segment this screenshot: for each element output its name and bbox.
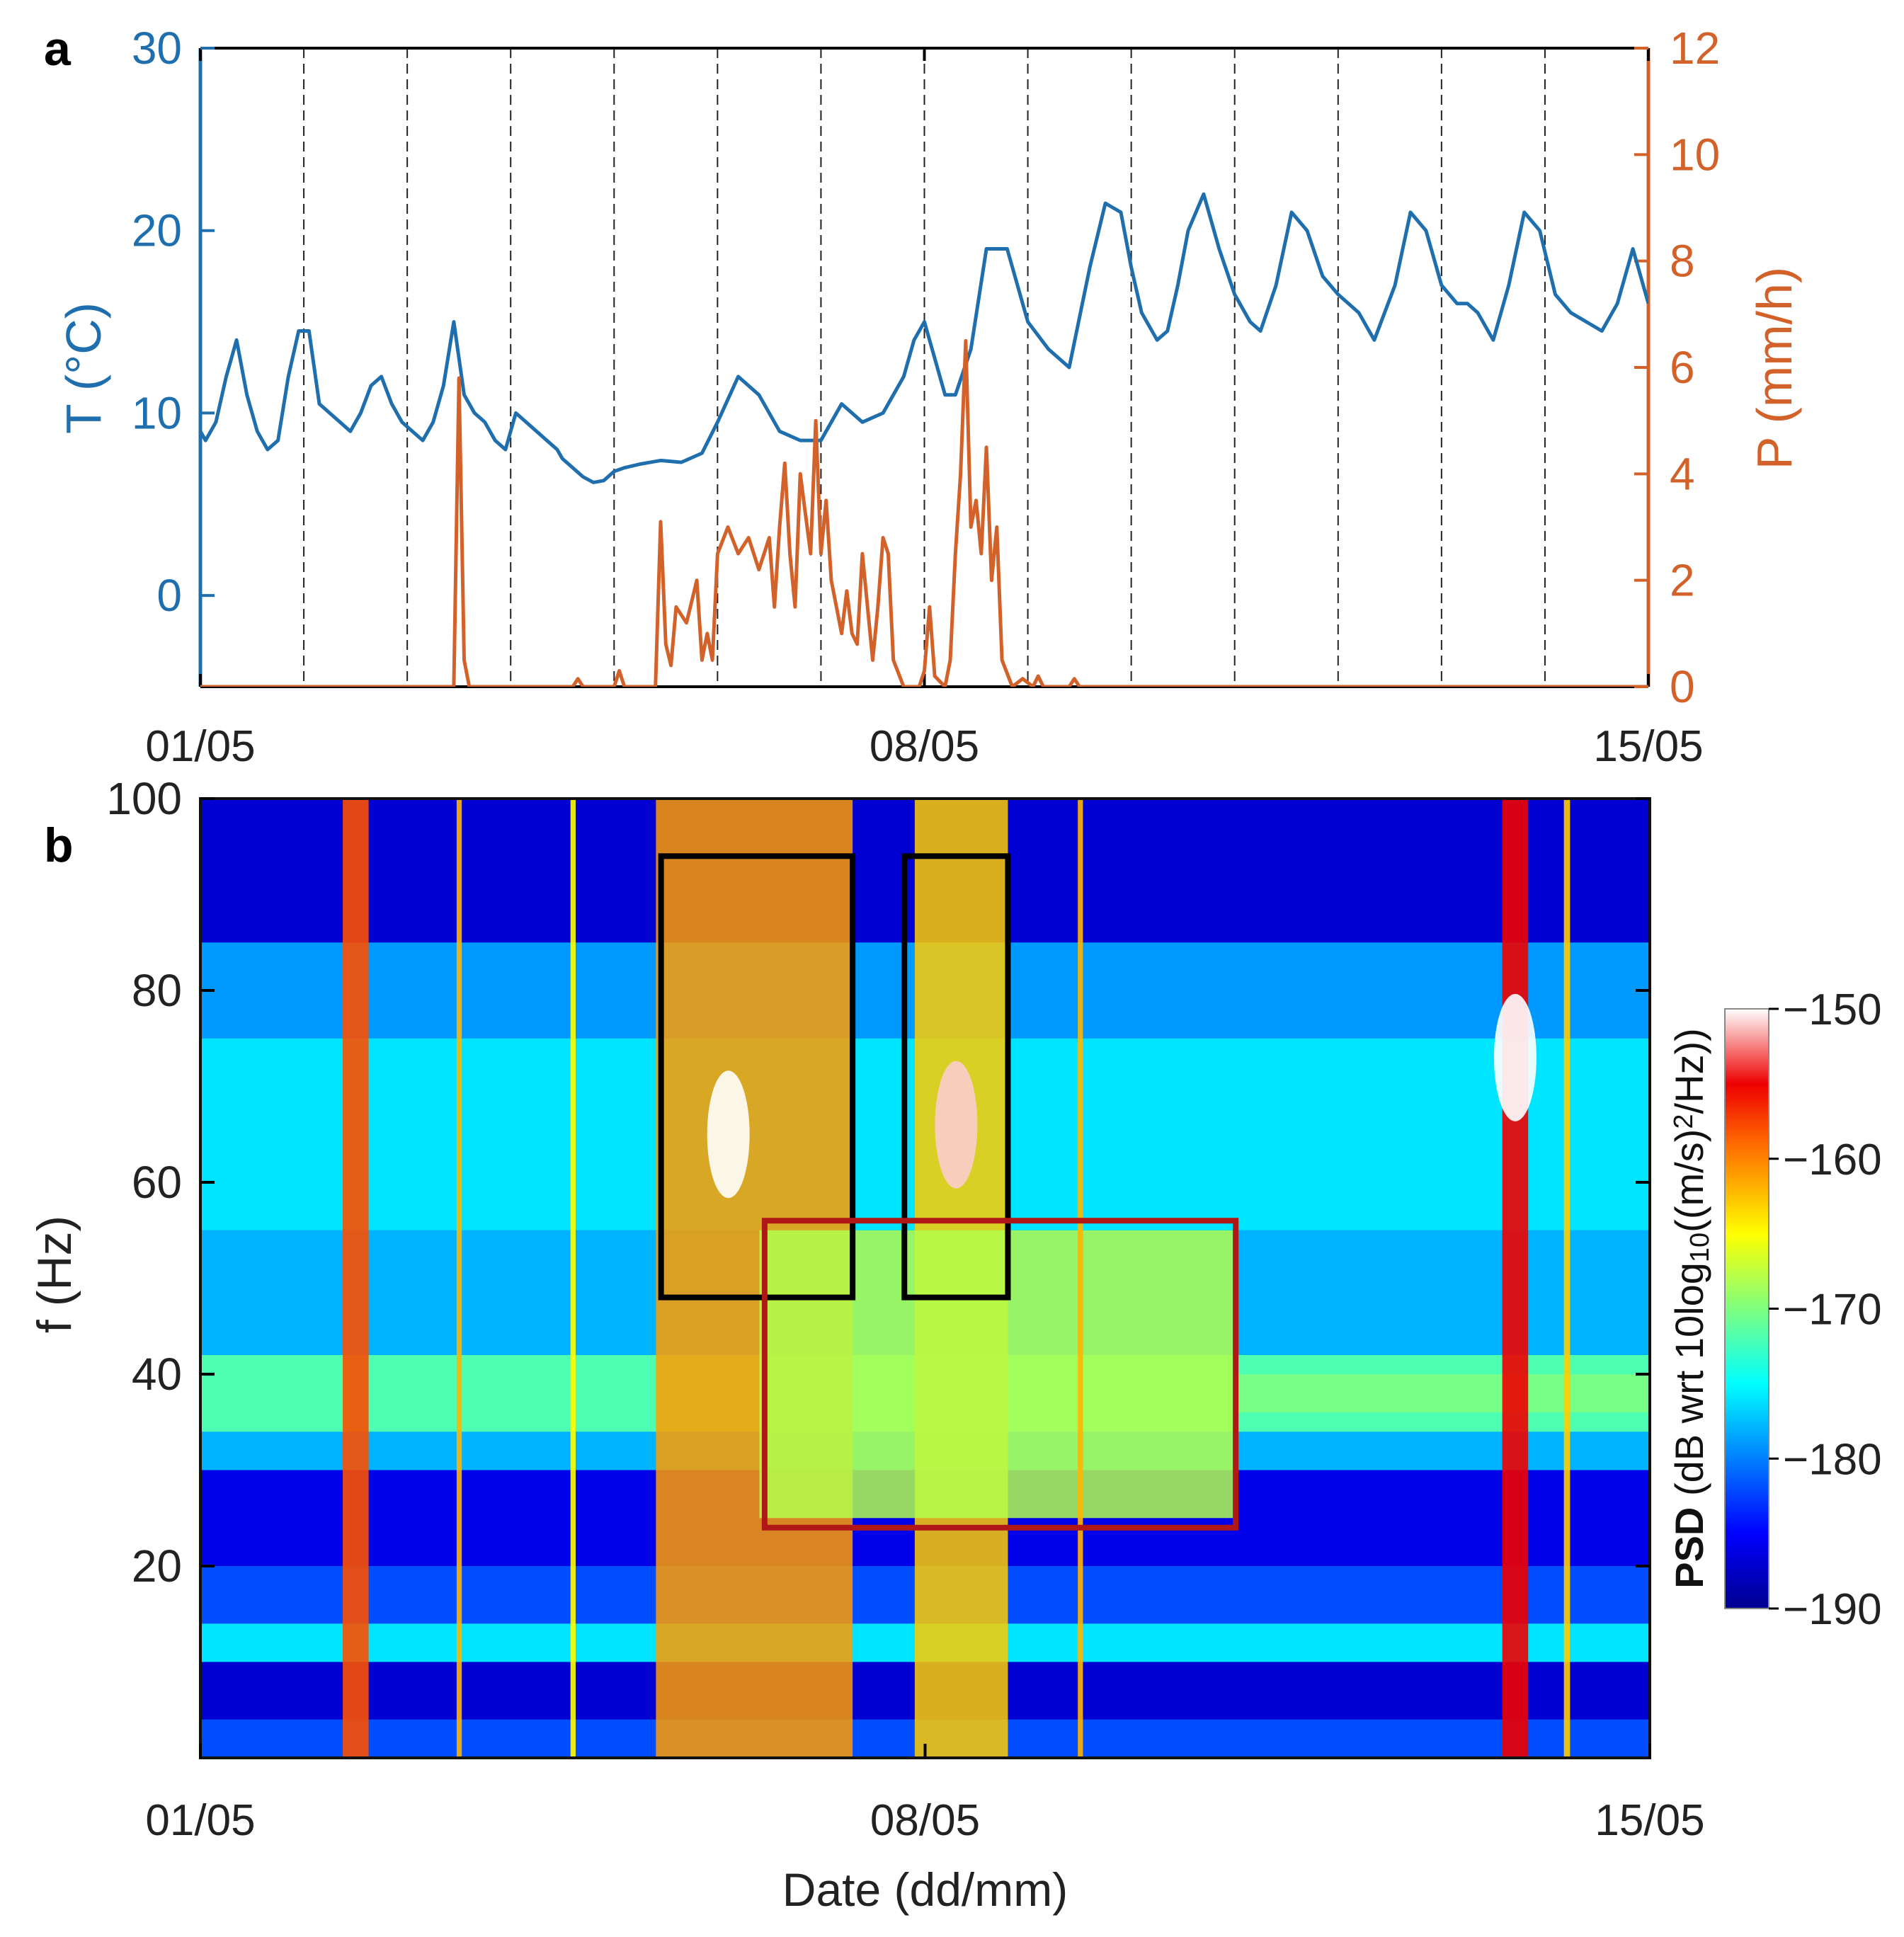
y-tick-label-right: 2 <box>1670 555 1695 606</box>
y-axis-label-left: T (°C) <box>56 302 111 434</box>
y-tick-label: 40 <box>132 1349 182 1400</box>
colorbar-tick-label: −150 <box>1783 985 1882 1034</box>
y-tick-label-left: 0 <box>156 570 182 621</box>
heatmap-hotspot <box>707 1070 750 1199</box>
colorbar-gradient <box>1724 1008 1769 1609</box>
colorbar-tick-label: −180 <box>1783 1435 1882 1484</box>
colorbar-tick-label: −170 <box>1783 1286 1882 1335</box>
y-axis-label-right: P (mm/h) <box>1747 267 1802 470</box>
y-tick-label-left: 30 <box>132 23 182 74</box>
y-tick-label-left: 20 <box>132 205 182 256</box>
panel-b-spectrogram: 01/05 08/05 15/05 20 40 60 80 100 Date (dd/mm) f … <box>28 773 1705 1916</box>
heatmap-hotspot <box>935 1061 978 1189</box>
heatmap-streak <box>570 799 576 1758</box>
series-group <box>200 192 1648 687</box>
colorbar-label: PSD (dB wrt 10log10((m/s)2/Hz)) <box>1667 1028 1715 1589</box>
y-tick-label-left: 10 <box>132 387 182 438</box>
heatmap-streak <box>1563 799 1570 1758</box>
y-tick-label: 80 <box>132 965 182 1016</box>
y-tick-label-right: 10 <box>1670 129 1720 180</box>
y-tick-label: 60 <box>132 1157 182 1208</box>
y-tick-label: 20 <box>132 1541 182 1592</box>
heatmap-streak <box>343 799 369 1758</box>
precipitation-line <box>200 338 1648 687</box>
temperature-line <box>200 192 1648 484</box>
y-axis-label: f (Hz) <box>28 1216 81 1333</box>
x-tick-label: 15/05 <box>1595 1796 1704 1845</box>
heatmap-streak <box>456 799 462 1758</box>
x-tick-label: 08/05 <box>870 722 979 771</box>
heatmap-hotspot <box>1493 993 1537 1121</box>
colorbar-tick-label: −190 <box>1783 1585 1882 1634</box>
panel-a-temperature-precipitation: 01/05 08/05 15/05 0 10 20 30 0 2 4 6 8 10 12 T (°C) P (… <box>56 23 1802 771</box>
heatmap-streak <box>1078 799 1083 1758</box>
heatmap-cells <box>200 799 1650 1758</box>
x-tick-label: 01/05 <box>145 722 255 771</box>
panel-label-a: a <box>44 22 71 76</box>
x-tick-label: 08/05 <box>870 1796 980 1845</box>
panel-label-b: b <box>44 818 74 872</box>
x-axis-label: Date (dd/mm) <box>782 1863 1068 1916</box>
heatmap-streak <box>1502 799 1529 1758</box>
annotation-box-black <box>658 853 856 1301</box>
heatmap-energetic-period <box>759 1230 1236 1519</box>
y-tick-label-right: 4 <box>1670 448 1695 499</box>
heatmap-energetic-period <box>1236 1374 1650 1413</box>
y-tick-label-right: 8 <box>1670 236 1695 287</box>
annotation-box-black <box>901 853 1011 1301</box>
y-tick-label-right: 0 <box>1670 661 1695 712</box>
x-tick-label: 15/05 <box>1593 722 1703 771</box>
y-tick-label: 100 <box>106 773 182 824</box>
colorbar-tick-label: −160 <box>1783 1136 1882 1184</box>
y-tick-label-right: 12 <box>1670 23 1720 74</box>
x-tick-label: 01/05 <box>145 1796 255 1845</box>
y-tick-label-right: 6 <box>1670 342 1695 393</box>
colorbar: −150 −160 −170 −180 −190 PSD (dB wrt 10log10(… <box>1667 985 1882 1634</box>
annotation-box-red <box>761 1218 1239 1531</box>
